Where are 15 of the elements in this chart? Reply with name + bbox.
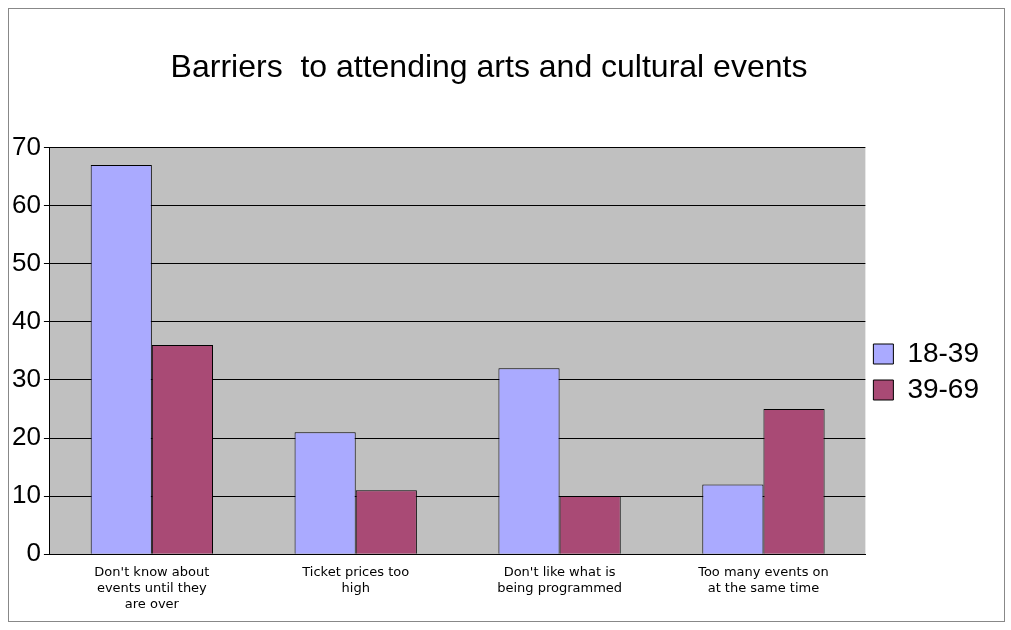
legend-label: 18-39 [907,336,980,368]
y-tick-label: 10 [12,479,41,510]
y-tick-label: 30 [12,363,41,394]
x-tick-label: Ticket prices too high [301,564,410,595]
y-tick-label: 40 [12,305,41,336]
y-tick-label: 50 [12,246,41,277]
y-tick-label: 0 [26,537,41,568]
x-tick-label: Too many events on at the same time [697,564,829,595]
chart-title: Barriers to attending arts and cultural events [169,47,809,86]
y-tick-label: 20 [12,421,41,452]
y-tick-label: 60 [12,188,41,219]
x-tick-label: Don't know about events until they are over [94,564,210,611]
y-tick-label: 70 [12,130,41,161]
legend-label: 39-69 [907,372,980,404]
x-tick-label: Don't like what is being programmed [497,564,623,595]
